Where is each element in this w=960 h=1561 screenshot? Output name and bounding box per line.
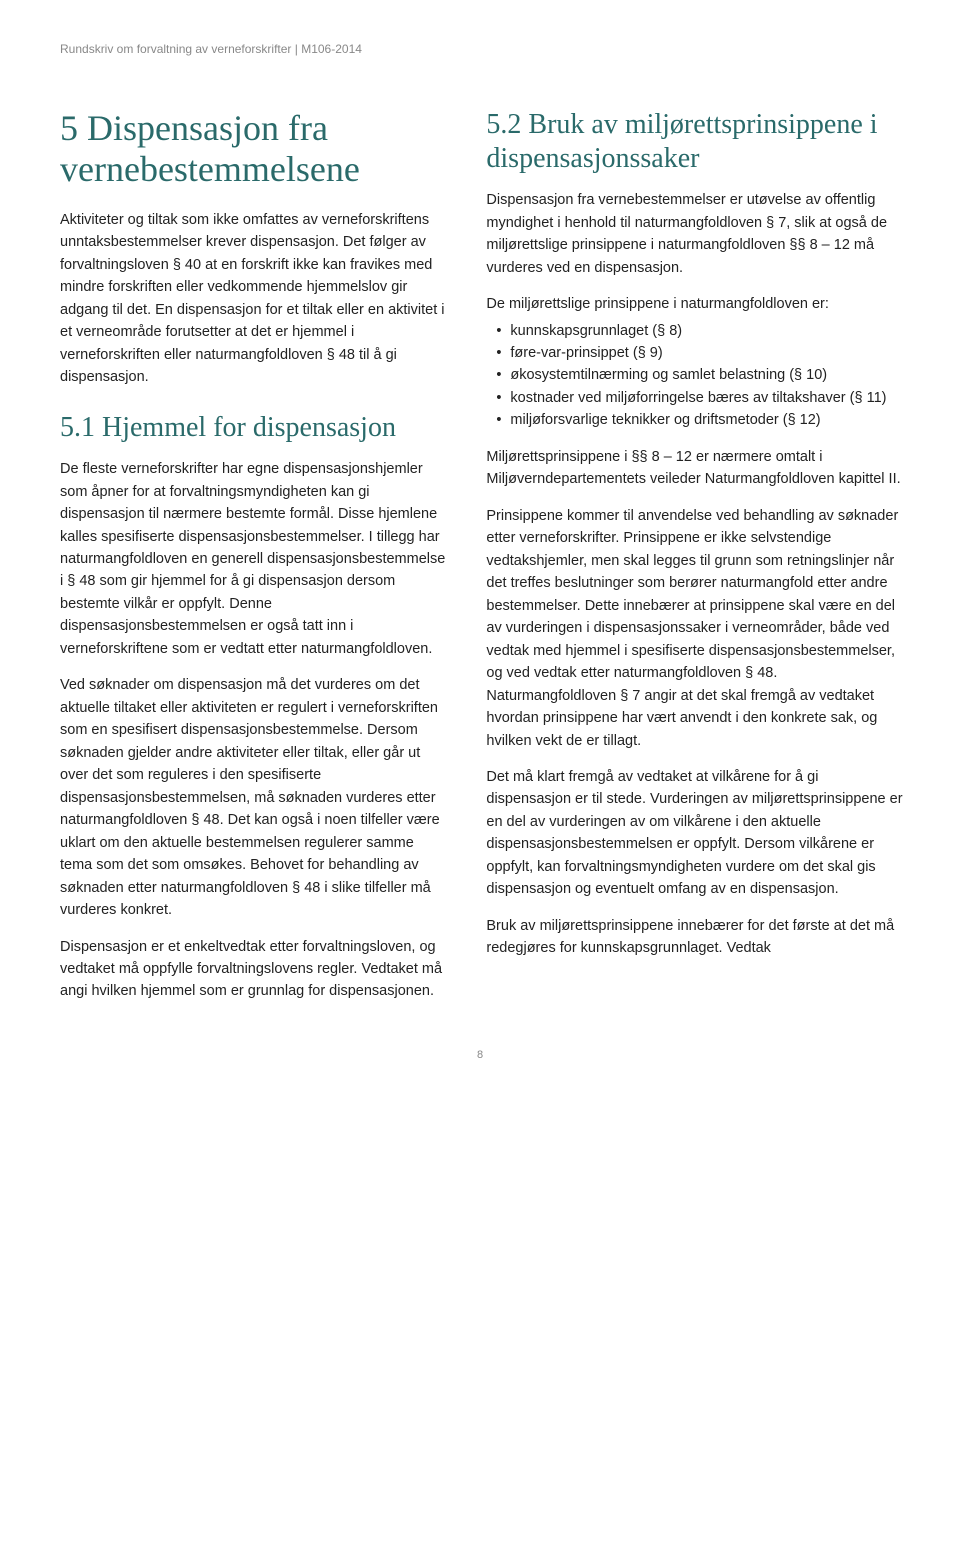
section-5-1-p2: Ved søknader om dispensasjon må det vurd… [60, 674, 446, 921]
list-item: økosystemtilnærming og samlet belastning… [496, 364, 906, 386]
list-item: føre-var-prinsippet (§ 9) [496, 342, 906, 364]
section-5-1-p1: De fleste verneforskrifter har egne disp… [60, 458, 446, 660]
section-5-2-title: 5.2 Bruk av miljørettsprinsippene i disp… [486, 108, 906, 175]
section-5-2-p3: Miljørettsprinsippene i §§ 8 – 12 er nær… [486, 446, 906, 491]
section-5-2-p4: Prinsippene kommer til anvendelse ved be… [486, 505, 906, 752]
section-5-title: 5 Dispensasjon fra vernebestemmelsene [60, 108, 446, 191]
principles-list: kunnskapsgrunnlaget (§ 8) føre-var-prins… [486, 320, 906, 432]
section-5-1-p3: Dispensasjon er et enkeltvedtak etter fo… [60, 936, 446, 1003]
section-5-2-list-intro: De miljørettslige prinsippene i naturman… [486, 293, 906, 315]
page-number: 8 [60, 1047, 900, 1064]
section-5-2-p5: Det må klart fremgå av vedtaket at vilkå… [486, 766, 906, 901]
section-5-1-title: 5.1 Hjemmel for dispensasjon [60, 411, 446, 445]
right-column: 5.2 Bruk av miljørettsprinsippene i disp… [486, 108, 906, 1017]
two-column-layout: 5 Dispensasjon fra vernebestemmelsene Ak… [60, 108, 900, 1017]
document-header: Rundskriv om forvaltning av verneforskri… [60, 40, 900, 58]
section-5-intro: Aktiviteter og tiltak som ikke omfattes … [60, 209, 446, 389]
list-item: miljøforsvarlige teknikker og driftsmeto… [496, 409, 906, 431]
list-item: kostnader ved miljøforringelse bæres av … [496, 387, 906, 409]
list-item: kunnskapsgrunnlaget (§ 8) [496, 320, 906, 342]
section-5-2-p1: Dispensasjon fra vernebestemmelser er ut… [486, 189, 906, 279]
section-5-2-p6: Bruk av miljørettsprinsippene innebærer … [486, 915, 906, 960]
left-column: 5 Dispensasjon fra vernebestemmelsene Ak… [60, 108, 446, 1017]
